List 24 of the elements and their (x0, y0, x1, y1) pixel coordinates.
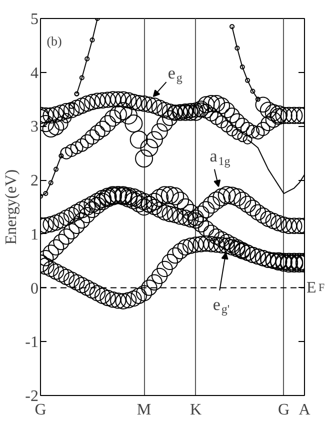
point (54, 166, 59, 172)
x-tick-label: K (190, 402, 202, 418)
y-tick-label: 5 (30, 11, 38, 28)
point (234, 46, 240, 51)
point (240, 64, 245, 70)
point (250, 88, 256, 94)
point (48, 180, 54, 186)
point (90, 38, 95, 43)
point (84, 56, 90, 62)
annotation: (b) (46, 34, 62, 49)
y-tick-label: 2 (30, 172, 38, 190)
y-tick-label: 1 (30, 226, 38, 244)
point (245, 78, 250, 83)
point (43, 191, 48, 196)
y-axis-title: Energy(eV) (3, 169, 20, 245)
x-tick-label: G (278, 402, 290, 418)
y-tick-label: -1 (25, 334, 38, 352)
point (79, 75, 84, 80)
ref-line-label: EF (306, 279, 325, 296)
x-tick-label: M (136, 402, 152, 418)
y-tick-label: 4 (30, 64, 38, 82)
y-tick-label: 3 (30, 118, 38, 136)
y-tick-label: 0 (30, 280, 38, 298)
x-tick-label: A (298, 402, 311, 418)
